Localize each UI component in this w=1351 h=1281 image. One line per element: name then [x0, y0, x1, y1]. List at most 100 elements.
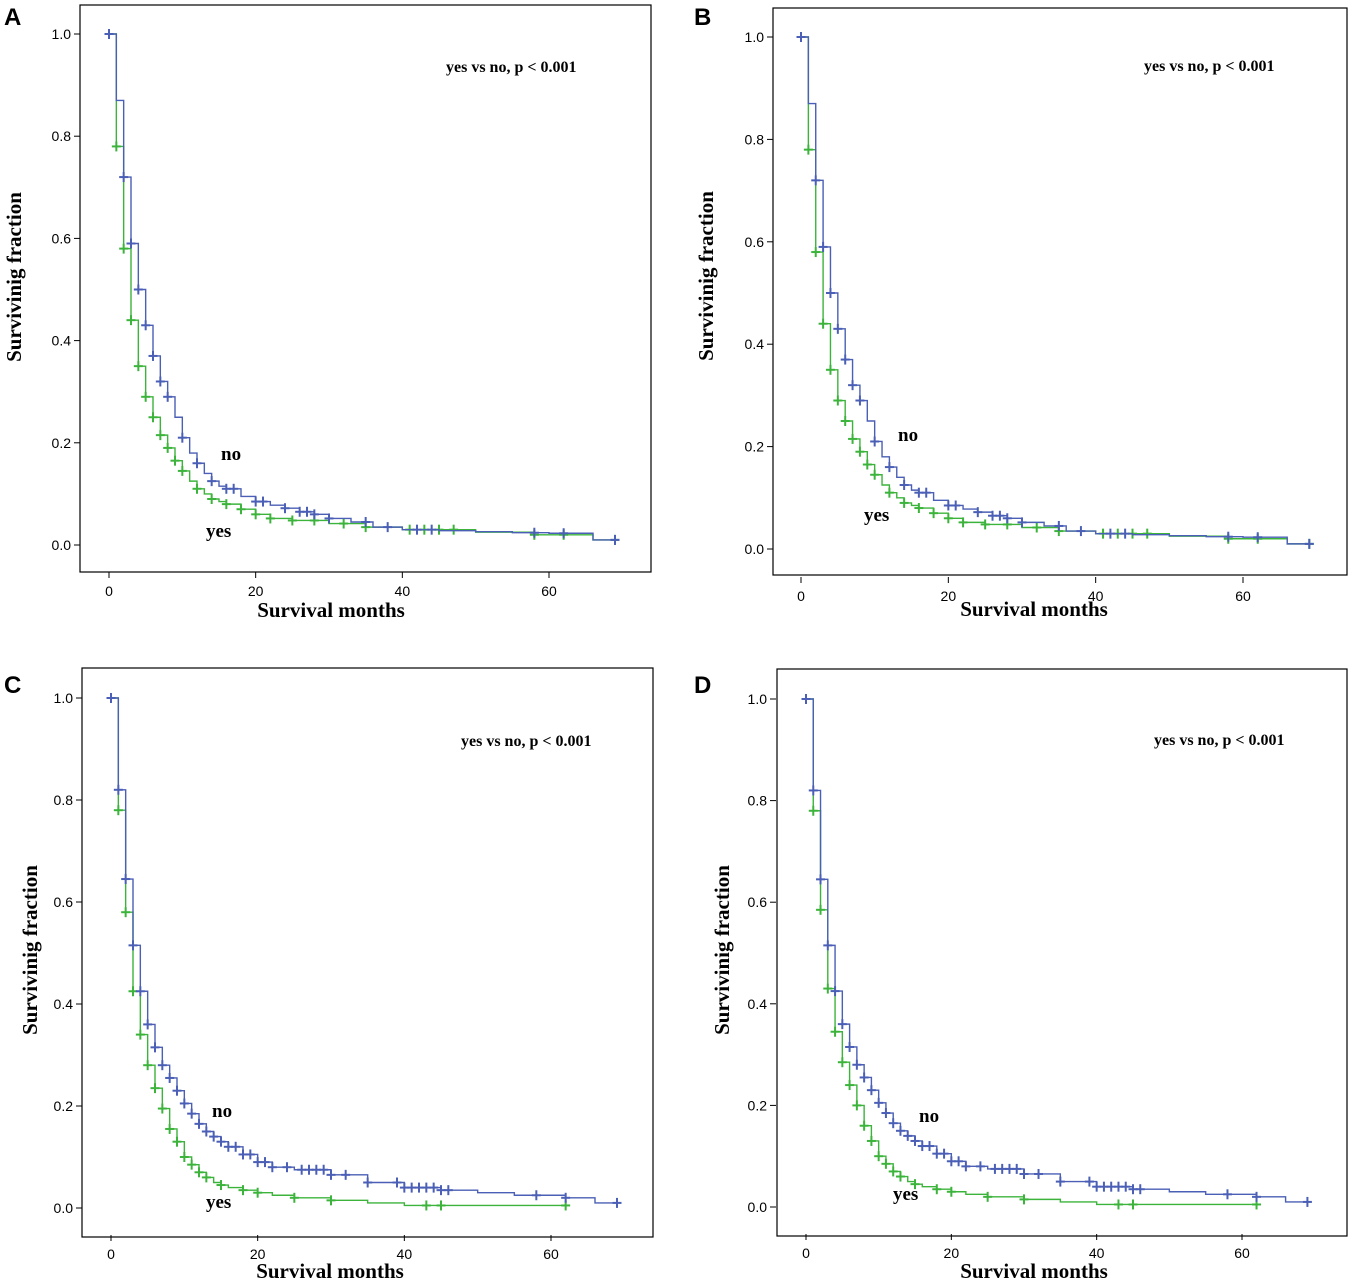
censor-mark-yes — [848, 433, 858, 444]
censor-mark-yes — [910, 1179, 920, 1190]
censor-mark-yes — [113, 805, 123, 816]
censor-mark-no — [925, 1141, 935, 1152]
panel-letter-c: C — [4, 672, 21, 699]
censor-mark-no — [1105, 528, 1115, 539]
censor-mark-yes — [833, 395, 843, 406]
plot-frame-b — [772, 7, 1348, 576]
censor-mark-no — [612, 1197, 622, 1208]
censor-mark-no — [383, 522, 393, 533]
curve-label-yes-a: yes — [206, 521, 231, 542]
censor-mark-yes — [958, 517, 968, 528]
x-tick-label: 60 — [543, 1246, 559, 1262]
y-tick-label: 0.0 — [745, 541, 765, 557]
y-axis-title-c: Survivinig fraction — [18, 865, 42, 1035]
censor-mark-no — [119, 172, 129, 183]
survival-curve-yes — [111, 697, 566, 1207]
x-tick-label: 40 — [1089, 1245, 1105, 1261]
y-tick-label: 1.0 — [745, 29, 765, 45]
y-tick-label: 1.0 — [54, 690, 74, 706]
censor-mark-no — [559, 528, 569, 539]
censor-mark-no — [808, 785, 818, 796]
panel-letter-b: B — [694, 4, 711, 31]
panel-letter-d: D — [694, 672, 711, 699]
censor-mark-no — [361, 517, 371, 528]
x-tick-label: 60 — [1234, 1245, 1250, 1261]
censor-mark-no — [177, 432, 187, 443]
censor-mark-yes — [157, 1103, 167, 1114]
censor-mark-no — [910, 1135, 920, 1146]
censor-mark-no — [104, 29, 114, 39]
censor-mark-no — [282, 1162, 292, 1173]
censor-mark-no — [954, 1156, 964, 1167]
censor-mark-yes — [287, 515, 297, 526]
censor-mark-no — [610, 534, 620, 545]
censor-mark-no — [1121, 1181, 1131, 1192]
censor-mark-no — [1304, 538, 1314, 549]
censor-mark-yes — [207, 494, 217, 505]
survival-curve-yes — [806, 698, 1257, 1206]
y-tick-label: 0.6 — [745, 234, 765, 250]
censor-mark-no — [201, 1126, 211, 1137]
censor-mark-no — [106, 693, 116, 703]
censor-mark-yes — [1019, 1194, 1029, 1205]
censor-mark-no — [163, 391, 173, 402]
censor-mark-yes — [888, 1166, 898, 1177]
panel-d: D 0.0 0.2 0.4 0.6 0.8 1.0 0 20 40 60 yes vs no, … — [694, 668, 1348, 1281]
censor-mark-yes — [126, 315, 136, 326]
censor-mark-yes — [216, 1180, 226, 1191]
censor-mark-no — [260, 1157, 270, 1168]
censor-mark-no — [811, 175, 821, 186]
curve-label-no-d: no — [919, 1106, 939, 1127]
censor-mark-yes — [884, 487, 894, 498]
censor-mark-no — [1253, 532, 1263, 543]
censor-mark-no — [267, 1162, 277, 1173]
censor-mark-yes — [238, 1185, 248, 1196]
censor-mark-yes — [148, 412, 158, 423]
censor-mark-no — [899, 480, 909, 490]
censor-mark-no — [1084, 1176, 1094, 1187]
y-tick-label: 0.4 — [52, 333, 72, 349]
censor-mark-no — [155, 376, 165, 387]
x-tick-label: 20 — [248, 583, 264, 599]
x-axis-title-b: Survival months — [960, 597, 1108, 621]
censor-mark-no — [973, 507, 983, 518]
censor-mark-no — [209, 1131, 219, 1142]
curves-c — [106, 693, 622, 1211]
y-axis-b: 0.0 0.2 0.4 0.6 0.8 1.0 — [745, 29, 773, 557]
censor-mark-no — [135, 986, 145, 997]
censor-mark-yes — [932, 1184, 942, 1195]
survival-curve-yes — [801, 36, 1310, 545]
y-tick-label: 0.0 — [54, 1200, 74, 1216]
censor-mark-no — [157, 1060, 167, 1071]
y-tick-label: 0.4 — [54, 996, 74, 1012]
censor-mark-no — [229, 483, 239, 494]
censor-mark-no — [870, 436, 880, 447]
censor-mark-yes — [133, 361, 143, 372]
censor-mark-yes — [179, 1152, 189, 1162]
curve-label-yes-c: yes — [206, 1192, 231, 1213]
curves-b — [796, 32, 1314, 549]
y-tick-label: 0.6 — [52, 230, 72, 246]
plot-frame-d — [776, 668, 1348, 1237]
y-tick-label: 0.8 — [54, 792, 74, 808]
censor-mark-no — [830, 986, 840, 997]
censor-mark-yes — [436, 1200, 446, 1211]
censor-mark-yes — [1142, 528, 1152, 539]
x-tick-label: 60 — [541, 583, 557, 599]
panel-b: B 0.0 0.2 0.4 0.6 0.8 1.0 0 20 40 60 yes vs no, … — [694, 4, 1348, 621]
censor-mark-yes — [830, 1026, 840, 1037]
censor-mark-no — [231, 1141, 241, 1152]
p-value-annotation-a: yes vs no, p < 0.001 — [446, 59, 576, 76]
y-tick-label: 0.8 — [745, 131, 765, 147]
y-axis-c: 0.0 0.2 0.4 0.6 0.8 1.0 — [54, 690, 82, 1216]
survival-curve-no — [111, 697, 617, 1204]
x-tick-label: 20 — [944, 1245, 960, 1261]
censor-mark-yes — [914, 503, 924, 514]
censor-mark-no — [280, 503, 290, 514]
censor-mark-no — [143, 1019, 153, 1030]
censor-mark-no — [194, 1118, 204, 1129]
censor-mark-no — [1120, 528, 1130, 539]
censor-mark-no — [412, 524, 422, 535]
y-tick-label: 0.4 — [745, 336, 765, 352]
